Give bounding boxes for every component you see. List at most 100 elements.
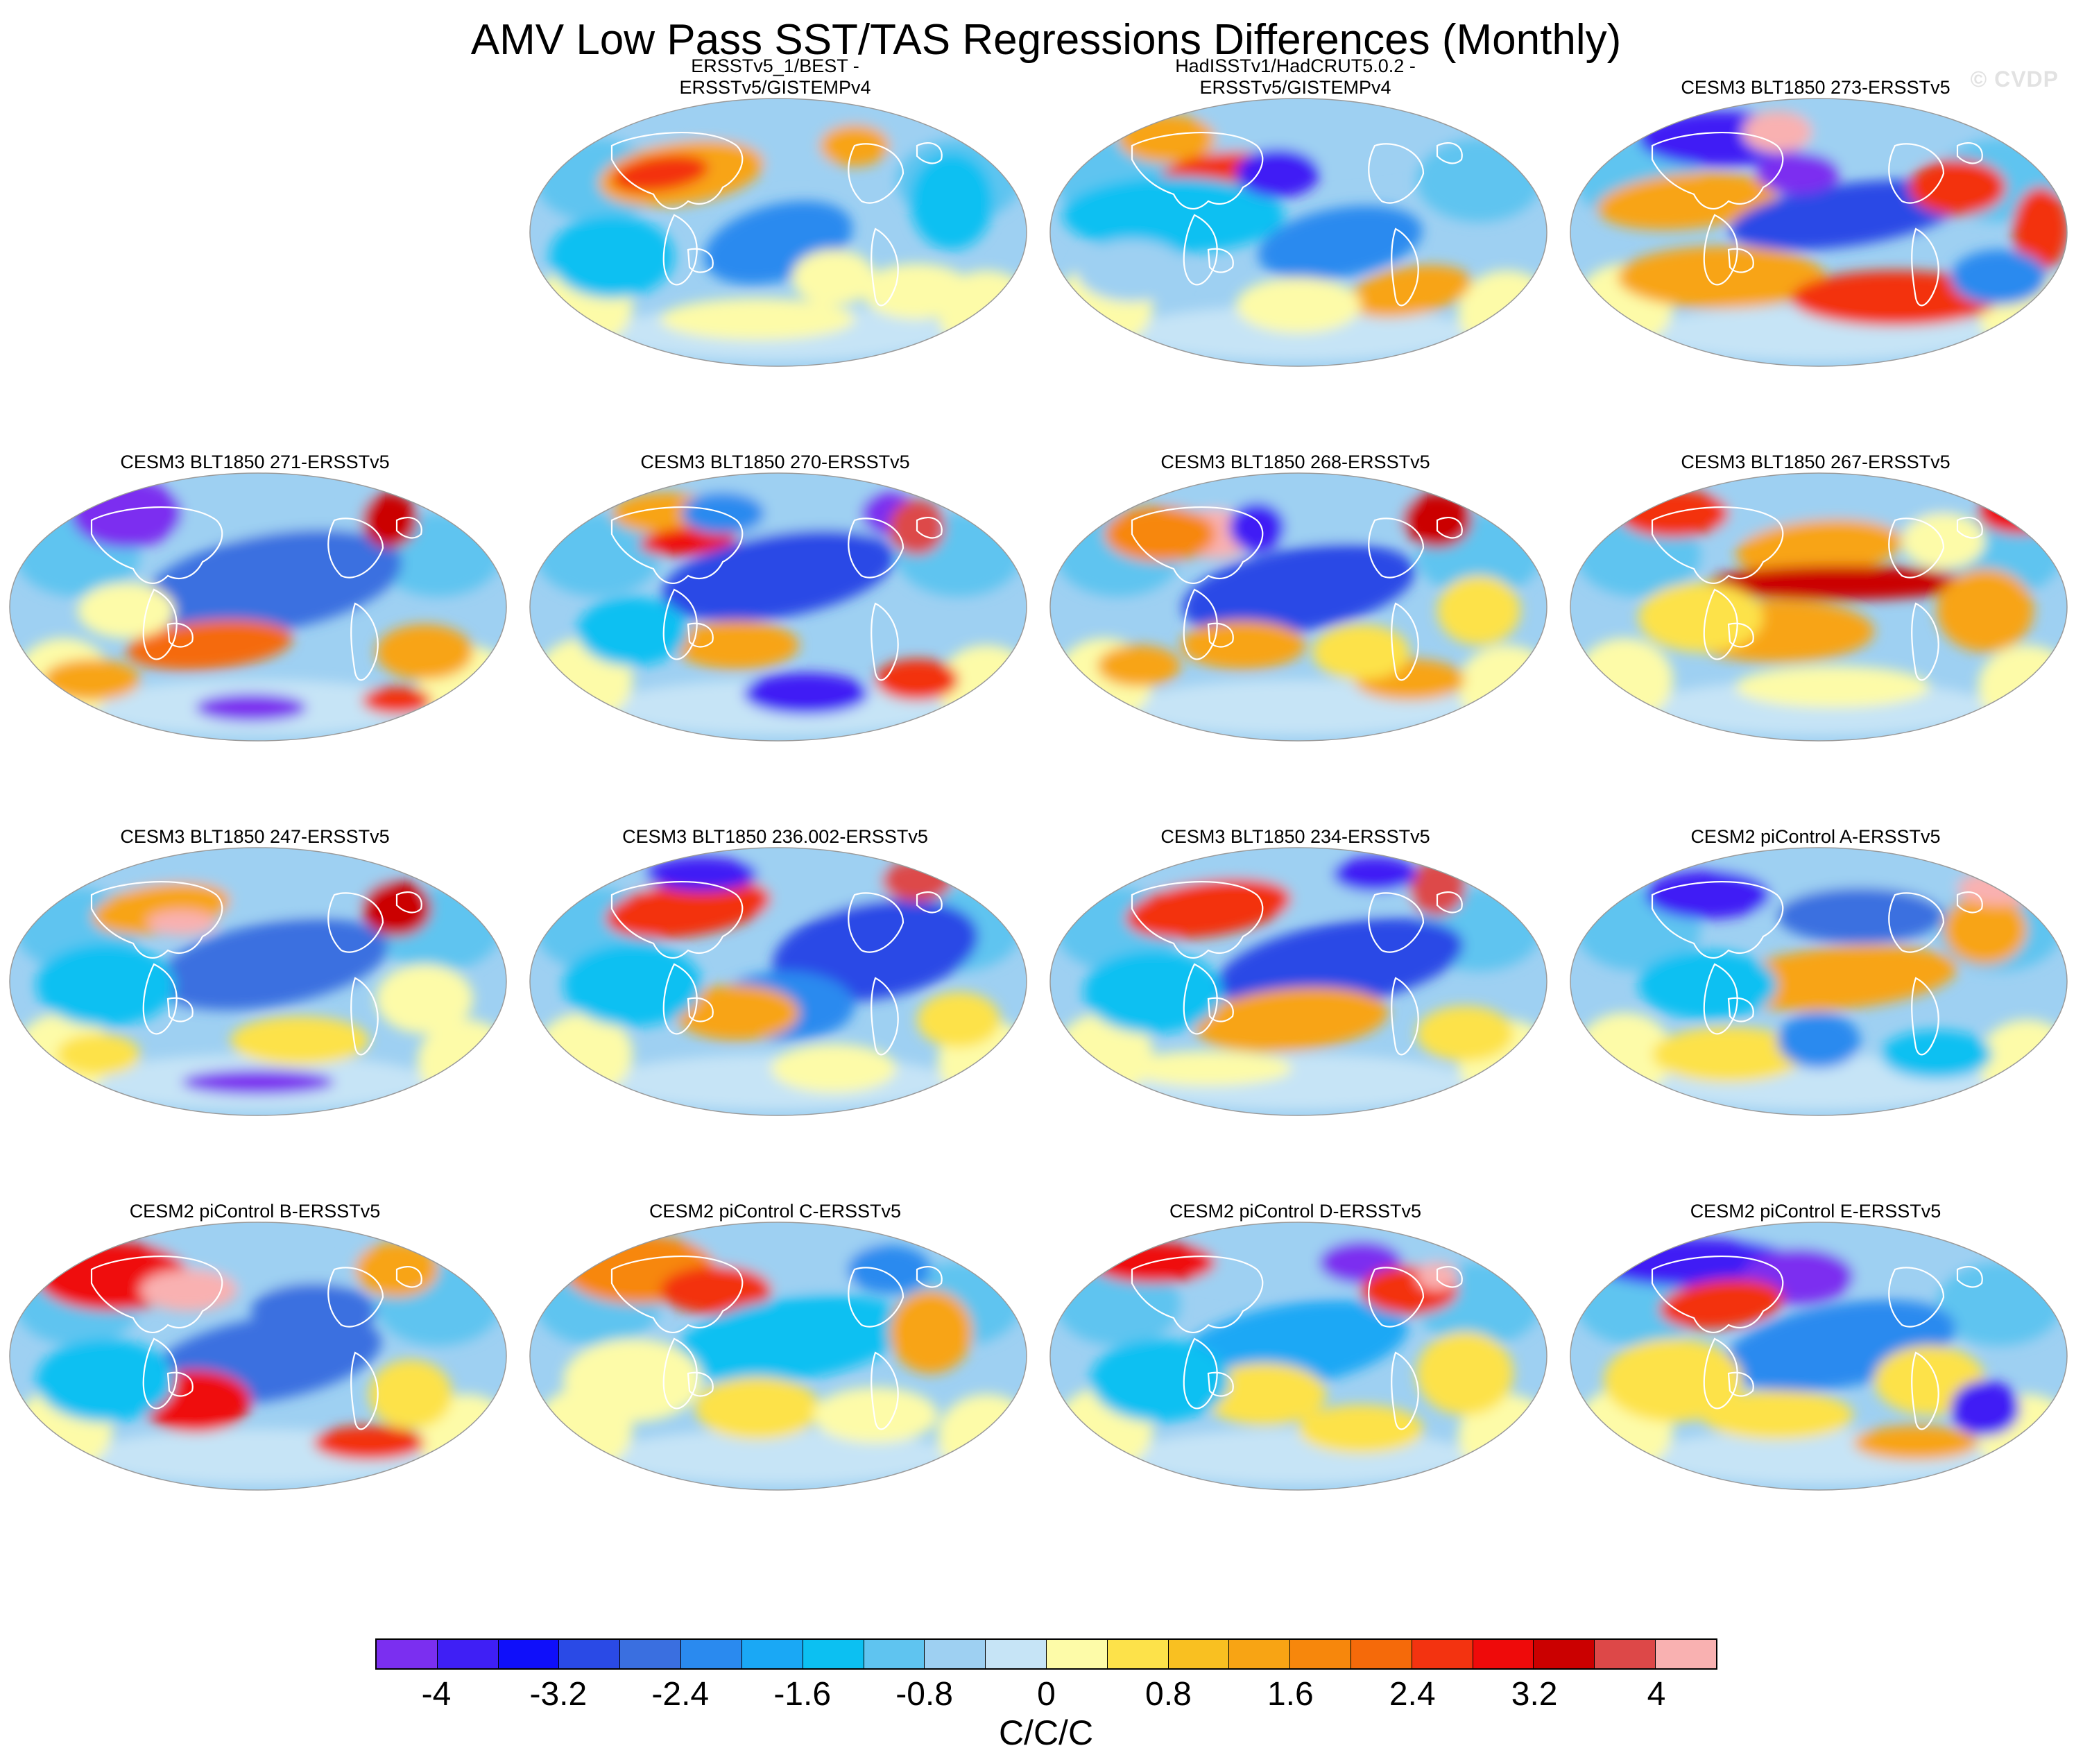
map-border: [9, 1222, 507, 1491]
anomaly-region: [78, 583, 175, 638]
coastline: [1956, 1266, 1983, 1288]
coastline: [327, 892, 384, 953]
coastline: [687, 997, 714, 1022]
anomaly-region: [695, 1377, 820, 1439]
anomaly-region: [140, 1269, 237, 1311]
coastlines: [1651, 132, 1983, 307]
map-border: [1049, 98, 1547, 367]
coastline: [610, 506, 744, 584]
coastline: [166, 1371, 194, 1397]
coastline: [1888, 143, 1945, 204]
coastline: [1911, 228, 1939, 307]
colorbar-box: [1229, 1640, 1291, 1668]
colorbar-box: [1412, 1640, 1473, 1668]
panel-title-line: CESM3 BLT1850 273-ERSSTv5: [1681, 77, 1950, 98]
anomaly-region: [43, 659, 140, 701]
panel-title: CESM2 piControl E-ERSSTv5: [1561, 1201, 2070, 1222]
colorbar-units: C/C/C: [998, 1713, 1094, 1752]
anomaly-region: [605, 1429, 952, 1484]
anomaly-region: [142, 529, 402, 636]
map-panel-10: CESM3 BLT1850 234-ERSSTv5: [1040, 749, 1550, 1124]
map-cesm2-e: [1570, 1222, 2068, 1491]
map-cesm2-a: [1570, 847, 2068, 1116]
anomaly-region: [1597, 172, 1777, 230]
panel-title: CESM3 BLT1850 236.002-ERSSTv5: [520, 826, 1030, 848]
anomaly-region: [917, 992, 1000, 1047]
panel-title-line: ERSSTv5_1/BEST -: [691, 55, 859, 76]
anomaly-region: [1937, 1262, 2061, 1346]
panel-title: CESM3 BLT1850 270-ERSSTv5: [520, 452, 1030, 473]
coastline: [395, 891, 422, 914]
anomaly-region: [1729, 180, 1964, 250]
anomaly-region: [612, 155, 709, 192]
coastline: [90, 881, 223, 959]
anomaly-region: [1097, 645, 1181, 687]
colorbar-box: [620, 1640, 682, 1668]
watermark: © CVDP: [1970, 67, 2059, 92]
colorbar-box: [986, 1640, 1047, 1668]
map-obs-had: [1049, 98, 1547, 367]
coastlines: [90, 1256, 422, 1430]
map-panel-12: CESM2 piControl B-ERSSTv5: [0, 1124, 510, 1498]
map-border: [1570, 472, 2068, 742]
map-cesm2-c: [529, 1222, 1027, 1491]
coastline: [1391, 977, 1419, 1056]
anomaly-region: [196, 694, 307, 721]
coastline: [1131, 132, 1264, 209]
coastline: [871, 228, 899, 307]
coastline: [1436, 891, 1463, 914]
coastline: [848, 143, 904, 204]
anomaly-region: [1298, 1405, 1423, 1453]
coastlines: [1131, 506, 1463, 681]
anomaly-region: [1638, 583, 1763, 652]
colorbar-tick-label: 4: [1647, 1676, 1666, 1713]
anomaly-region: [147, 910, 216, 935]
anomaly-region: [1181, 621, 1305, 669]
colorbar-box: [925, 1640, 986, 1668]
colorbar-box: [1656, 1640, 1716, 1668]
anomaly-region: [563, 943, 702, 1027]
anomaly-region: [1229, 503, 1285, 551]
coastline: [350, 1351, 379, 1430]
colorbar-tick-label: 1.6: [1267, 1676, 1314, 1713]
coastline: [142, 1337, 178, 1410]
anomaly-region: [1416, 1006, 1514, 1061]
coastline: [1183, 588, 1218, 660]
anomaly-region: [1950, 250, 2048, 305]
panel-title-line: CESM3 BLT1850 247-ERSSTv5: [120, 826, 390, 847]
colorbar-labels: -4 -3.2 -2.4 -1.6 -0.8 0 0.8 1.6 2.4 3.2 4: [375, 1675, 1717, 1717]
colorbar-box: [681, 1640, 742, 1668]
coastline: [1727, 248, 1754, 273]
anomaly-region: [1125, 1429, 1472, 1484]
panel-title: ERSSTv5_1/BEST - ERSSTv5/GISTEMPv4: [520, 55, 1030, 99]
map-panel-1: ERSSTv5_1/BEST - ERSSTv5/GISTEMPv4: [520, 0, 1030, 375]
page-title: AMV Low Pass SST/TAS Regressions Differe…: [470, 16, 1622, 64]
anomaly-region: [1063, 177, 1285, 253]
anomaly-region: [861, 264, 972, 319]
coastlines: [90, 881, 422, 1056]
coastline: [1911, 602, 1939, 681]
coastline: [1436, 517, 1463, 539]
anomaly-region: [1645, 871, 1770, 919]
coastline: [1436, 1266, 1463, 1288]
map-panel-7: CESM3 BLT1850 267-ERSSTv5: [1561, 375, 2070, 749]
coastline: [142, 963, 178, 1035]
anomaly-region: [1680, 486, 1957, 541]
map-panel-4: CESM3 BLT1850 271-ERSSTv5: [0, 375, 510, 749]
coastline: [395, 1266, 422, 1288]
coastline: [1703, 588, 1738, 660]
coastline: [1651, 881, 1784, 959]
coastline: [166, 997, 194, 1022]
panel-title-line: CESM2 piControl B-ERSSTv5: [129, 1201, 381, 1222]
anomaly-region: [251, 1283, 376, 1339]
anomaly-region: [771, 1044, 896, 1093]
coastline: [1956, 517, 1983, 539]
map-panel-8: CESM3 BLT1850 247-ERSSTv5: [0, 749, 510, 1124]
coastline: [1131, 881, 1264, 959]
panel-title: CESM2 piControl C-ERSSTv5: [520, 1201, 1030, 1222]
anomaly-region: [36, 943, 175, 1027]
colorbar-box: [1595, 1640, 1656, 1668]
colorbar-box: [1290, 1640, 1351, 1668]
coastline: [1368, 1267, 1425, 1328]
anomaly-region: [1236, 149, 1319, 198]
